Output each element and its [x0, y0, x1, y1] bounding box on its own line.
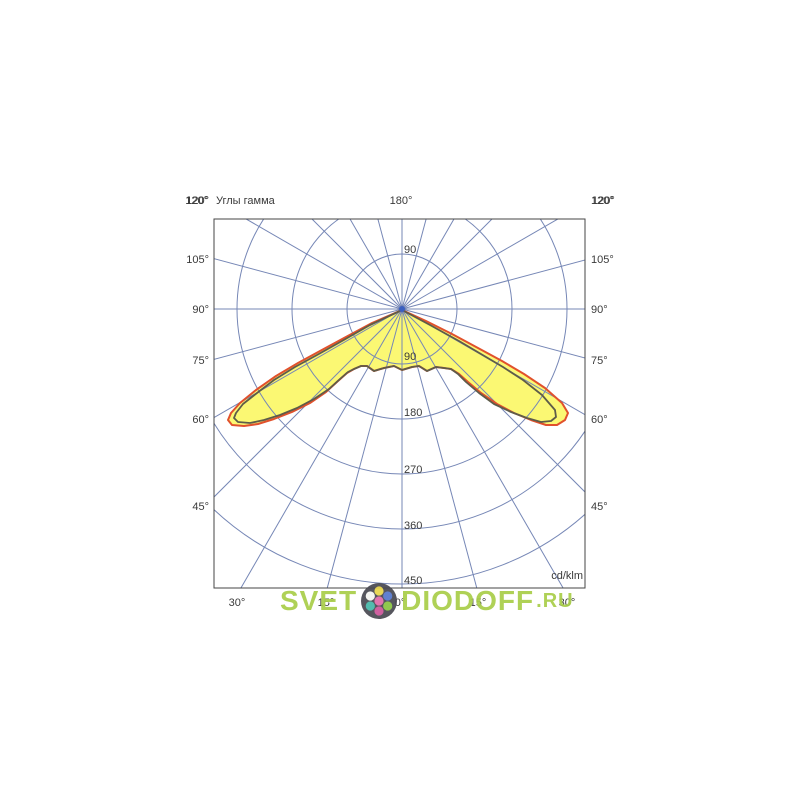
ring-value-label-2: 180: [404, 407, 422, 419]
bottom-gamma-label-0: 30°: [229, 597, 246, 609]
right-gamma-label-2: 90°: [591, 304, 608, 316]
top-right-angle-label: 120°: [592, 195, 615, 207]
grid-ray-300: [214, 308, 403, 419]
logo-dot-1: [374, 586, 384, 596]
logo-dot-5: [365, 601, 376, 611]
right-gamma-label-0: 120°: [591, 195, 614, 207]
grid-ray-255: [214, 258, 403, 310]
logo-dot-2: [383, 591, 393, 601]
unit-label: cd/klm: [551, 570, 583, 582]
site-watermark: SVET DIODOFF .RU: [280, 582, 574, 620]
ring-value-label-1: 90: [404, 351, 416, 363]
ring-value-label-5: 450: [404, 575, 422, 587]
grid-ray-75: [401, 308, 585, 359]
left-gamma-label-2: 90°: [192, 304, 209, 316]
logo-dot-0: [365, 591, 376, 601]
led-flower-logo-icon: [361, 583, 398, 619]
left-gamma-label-3: 75°: [192, 355, 209, 367]
gamma-axis-title: Углы гамма: [216, 195, 275, 207]
right-gamma-label-1: 105°: [591, 254, 614, 266]
bottom-gamma-label-3: 15°: [470, 597, 487, 609]
watermark-text-svet: SVET: [280, 585, 358, 616]
grid-ray-210: [349, 219, 403, 310]
watermark-text-ru: .RU: [536, 589, 574, 612]
left-gamma-label-4: 60°: [192, 414, 209, 426]
grid-ray-240: [245, 219, 403, 310]
left-gamma-label-5: 45°: [192, 501, 209, 513]
grid-ray-285: [214, 308, 403, 360]
right-gamma-label-5: 45°: [591, 501, 608, 513]
ring-value-label-0: 90: [404, 244, 416, 256]
grid-ray-30: [401, 308, 564, 588]
left-gamma-label-0: 120°: [186, 195, 209, 207]
ring-value-label-4: 360: [404, 520, 422, 532]
grid-ray-150: [401, 219, 455, 310]
bottom-gamma-label-1: 15°: [318, 597, 335, 609]
grid-ray-105: [401, 259, 585, 310]
top-left-angle-label: 120°: [185, 195, 208, 207]
bottom-gamma-label-2: 0°: [395, 597, 406, 609]
bottom-gamma-label-4: 30°: [559, 597, 576, 609]
grid-ray-135: [401, 219, 493, 310]
grid-ray-45: [401, 308, 585, 493]
chart-frame: [213, 218, 586, 589]
intensity-curve-c90: [233, 309, 557, 424]
logo-dot-center: [374, 596, 384, 606]
grid-ray-330: [240, 308, 403, 588]
logo-dot-4: [374, 606, 384, 616]
logo-dot-3: [383, 601, 393, 611]
grid-ray-15: [401, 308, 478, 588]
grid-ray-120: [401, 219, 559, 310]
grid-ray-315: [214, 308, 403, 498]
grid-ray-225: [311, 219, 403, 310]
left-gamma-label-1: 105°: [186, 254, 209, 266]
polar-origin-dot: [399, 306, 405, 312]
watermark-text-diodoff: DIODOFF: [401, 585, 535, 616]
right-gamma-label-4: 60°: [591, 414, 608, 426]
right-gamma-label-3: 75°: [591, 355, 608, 367]
top-center-angle-label: 180°: [389, 195, 413, 207]
grid-ray-345: [326, 308, 403, 588]
ring-value-label-3: 270: [404, 464, 422, 476]
